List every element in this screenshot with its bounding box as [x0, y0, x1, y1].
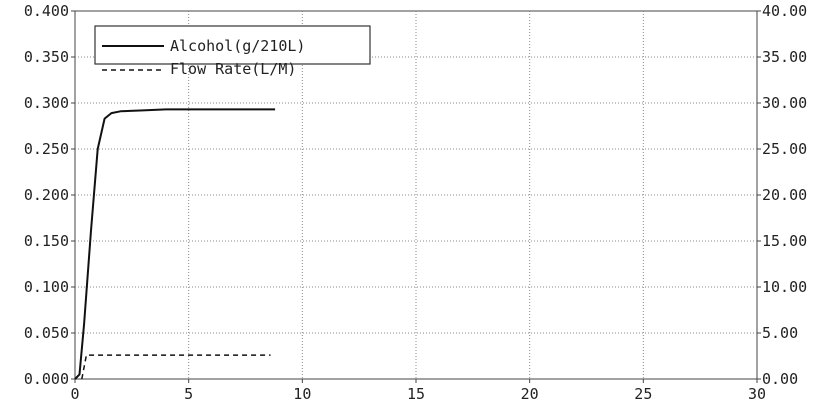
y2-tick-label: 20.00	[762, 186, 807, 204]
y-axis-ticks: 0.000 0.050 0.100 0.150 0.200 0.250 0.300 0.350…	[24, 2, 75, 388]
y2-tick-label: 0.00	[762, 370, 798, 388]
y2-tick-label: 25.00	[762, 140, 807, 158]
y-tick-label: 0.050	[24, 324, 69, 342]
series-layer	[74, 108, 276, 380]
legend: Alcohol(g/210L) Flow Rate(L/M)	[94, 25, 371, 78]
series-line-flow-rate	[81, 354, 271, 380]
y-tick-label: 0.150	[24, 232, 69, 250]
y-tick-label: 0.300	[24, 94, 69, 112]
y-tick-label: 0.000	[24, 370, 69, 388]
x-tick-label: 20	[521, 385, 539, 403]
legend-label-flow-rate: Flow Rate(L/M)	[170, 60, 296, 78]
x-tick-label: 25	[634, 385, 652, 403]
y2-tick-label: 5.00	[762, 324, 798, 342]
x-tick-label: 0	[70, 385, 79, 403]
y2-tick-label: 40.00	[762, 2, 807, 20]
x-tick-label: 5	[184, 385, 193, 403]
y2-tick-label: 30.00	[762, 94, 807, 112]
series-line-alcohol	[74, 108, 276, 380]
y2-tick-label: 15.00	[762, 232, 807, 250]
y2-axis-ticks: 0.00 5.00 10.00 15.00 20.00 25.00 30.00 35.00 40…	[757, 2, 807, 388]
y-tick-label: 0.100	[24, 278, 69, 296]
y-tick-label: 0.250	[24, 140, 69, 158]
y2-tick-label: 10.00	[762, 278, 807, 296]
x-tick-label: 10	[293, 385, 311, 403]
x-tick-label: 30	[748, 385, 766, 403]
legend-label-alcohol: Alcohol(g/210L)	[170, 37, 305, 55]
x-axis-ticks: 0 5 10 15 20 25 30	[70, 379, 766, 403]
y-tick-label: 0.350	[24, 48, 69, 66]
x-tick-label: 15	[407, 385, 425, 403]
y2-tick-label: 35.00	[762, 48, 807, 66]
y-tick-label: 0.400	[24, 2, 69, 20]
grid	[75, 11, 757, 379]
y-tick-label: 0.200	[24, 186, 69, 204]
